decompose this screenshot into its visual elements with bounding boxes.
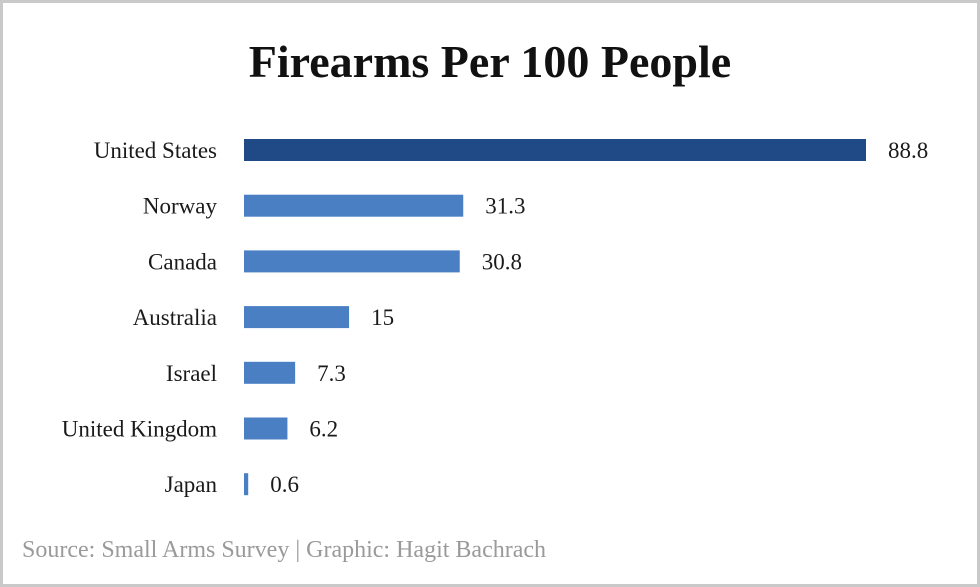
category-label: Israel	[166, 361, 217, 386]
bar	[244, 250, 460, 273]
bar	[244, 417, 288, 440]
value-label: 31.3	[485, 194, 525, 219]
category-label: Australia	[133, 305, 217, 330]
bar	[244, 194, 464, 217]
bar	[244, 306, 350, 329]
category-label: Japan	[165, 472, 218, 497]
category-label: Norway	[143, 194, 218, 219]
bar	[244, 361, 296, 384]
source-caption: Source: Small Arms Survey | Graphic: Hag…	[22, 537, 547, 563]
value-label: 30.8	[482, 249, 522, 274]
value-label: 15	[371, 305, 394, 330]
category-label: United Kingdom	[62, 417, 217, 442]
value-label: 0.6	[270, 472, 299, 497]
value-label: 88.8	[888, 138, 928, 163]
value-labels: 88.8 31.3 30.8 15 7.3 6.2 0.6	[270, 138, 928, 497]
bar	[244, 139, 866, 161]
value-label: 6.2	[309, 417, 338, 442]
category-label: United States	[94, 138, 217, 163]
category-label: Canada	[148, 249, 217, 274]
bars	[244, 139, 866, 496]
category-labels: United States Norway Canada Australia Israel…	[62, 138, 218, 497]
bar	[244, 473, 249, 496]
value-label: 7.3	[317, 361, 346, 386]
chart-title: Firearms Per 100 People	[248, 36, 732, 87]
